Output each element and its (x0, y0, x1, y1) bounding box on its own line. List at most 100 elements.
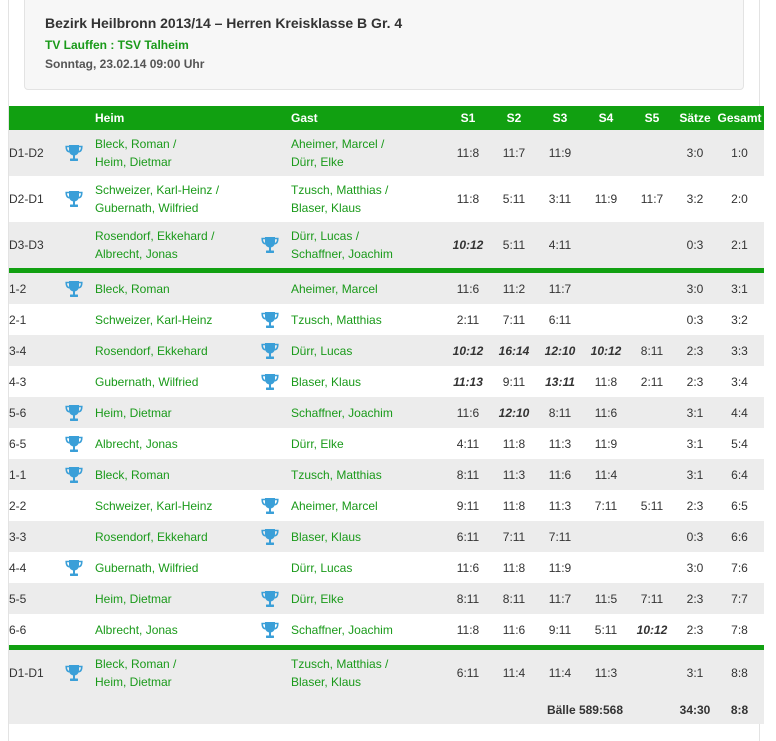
set-5-score (629, 304, 675, 335)
set-3-score: 9:11 (537, 614, 583, 645)
match-code: 4-4 (9, 552, 53, 583)
home-winner-cell (53, 335, 95, 366)
sets-result: 3:2 (675, 176, 715, 222)
guest-player-link[interactable]: Schaffner, Joachim (291, 405, 393, 420)
home-winner-cell (53, 428, 95, 459)
set-2-score: 11:2 (491, 273, 537, 304)
set-2-score: 9:11 (491, 366, 537, 397)
home-players: Heim, Dietmar (95, 397, 248, 428)
home-player-link[interactable]: Albrecht, Jonas (95, 436, 178, 451)
set-2-score: 11:7 (491, 130, 537, 176)
home-players: Rosendorf, Ekkehard (95, 335, 248, 366)
home-players: Heim, Dietmar (95, 583, 248, 614)
set-2-score: 5:11 (491, 176, 537, 222)
guest-player-link[interactable]: Blaser, Klaus (291, 374, 362, 389)
guest-player-link[interactable]: Dürr, Elke (291, 591, 344, 606)
set-4-score: 11:9 (583, 176, 629, 222)
guest-player-link[interactable]: Tzusch, Matthias / (291, 183, 389, 197)
home-player-link[interactable]: Bleck, Roman / (95, 137, 177, 151)
guest-player-link[interactable]: Blaser, Klaus (291, 529, 362, 544)
match-code: 1-2 (9, 273, 53, 304)
set-2-score: 11:8 (491, 428, 537, 459)
match-row: D2-D1 Schweizer, Karl-Heinz / Gubernath, W… (9, 176, 764, 222)
overall-score: 8:8 (715, 650, 764, 696)
balls-total: Bälle 589:568 (445, 696, 629, 724)
col-saetze: Sätze (675, 106, 715, 130)
guest-player-link[interactable]: Dürr, Lucas (291, 560, 353, 575)
set-4-score (583, 521, 629, 552)
home-player-link[interactable]: Schweizer, Karl-Heinz (95, 498, 213, 513)
set-5-score (629, 222, 675, 268)
guest-player-link[interactable]: Blaser, Klaus (291, 675, 362, 689)
set-1-score: 6:11 (445, 650, 491, 696)
sets-result: 2:3 (675, 614, 715, 645)
sets-result: 3:0 (675, 552, 715, 583)
set-1-score: 11:6 (445, 273, 491, 304)
overall-score: 4:4 (715, 397, 764, 428)
home-player-link[interactable]: Bleck, Roman / (95, 657, 177, 671)
set-5-score (629, 273, 675, 304)
home-player-link[interactable]: Gubernath, Wilfried (95, 374, 199, 389)
sets-result: 3:1 (675, 397, 715, 428)
set-5-score: 8:11 (629, 335, 675, 366)
guest-winner-cell (248, 521, 291, 552)
match-teams[interactable]: TV Lauffen : TSV Talheim (45, 38, 189, 52)
set-3-score: 11:9 (537, 130, 583, 176)
home-player-link[interactable]: Heim, Dietmar (95, 155, 172, 169)
overall-score: 7:7 (715, 583, 764, 614)
home-player-link[interactable]: Rosendorf, Ekkehard / (95, 229, 215, 243)
guest-player-link[interactable]: Blaser, Klaus (291, 201, 362, 215)
set-1-score: 11:8 (445, 176, 491, 222)
trophy-icon (260, 237, 280, 253)
home-player-link[interactable]: Schweizer, Karl-Heinz / (95, 183, 220, 197)
home-player-link[interactable]: Rosendorf, Ekkehard (95, 343, 208, 358)
home-player-link[interactable]: Gubernath, Wilfried (95, 560, 199, 575)
home-player-link[interactable]: Bleck, Roman (95, 467, 170, 482)
home-player-link[interactable]: Albrecht, Jonas (95, 247, 178, 261)
home-player-link[interactable]: Gubernath, Wilfried (95, 201, 199, 215)
trophy-icon (64, 404, 84, 421)
guest-player-link[interactable]: Aheimer, Marcel (291, 281, 378, 296)
home-player-link[interactable]: Heim, Dietmar (95, 591, 172, 606)
guest-player-link[interactable]: Aheimer, Marcel (291, 498, 378, 513)
home-player-link[interactable]: Heim, Dietmar (95, 405, 172, 420)
set-5-score: 10:12 (629, 614, 675, 645)
guest-players: Dürr, Lucas / Schaffner, Joachim (291, 222, 445, 268)
overall-score: 2:1 (715, 222, 764, 268)
guest-player-link[interactable]: Schaffner, Joachim (291, 247, 393, 261)
guest-player-link[interactable]: Dürr, Lucas (291, 343, 353, 358)
home-player-link[interactable]: Albrecht, Jonas (95, 622, 178, 637)
guest-player-link[interactable]: Dürr, Elke (291, 155, 344, 169)
set-2-score: 8:11 (491, 583, 537, 614)
guest-players: Dürr, Lucas (291, 552, 445, 583)
home-player-link[interactable]: Bleck, Roman (95, 281, 170, 296)
guest-winner-cell (248, 397, 291, 428)
guest-player-link[interactable]: Tzusch, Matthias / (291, 657, 389, 671)
set-5-score: 2:11 (629, 366, 675, 397)
set-1-score: 11:6 (445, 397, 491, 428)
set-4-score (583, 552, 629, 583)
guest-player-link[interactable]: Schaffner, Joachim (291, 622, 393, 637)
home-player-link[interactable]: Heim, Dietmar (95, 675, 172, 689)
guest-player-link[interactable]: Tzusch, Matthias (291, 312, 382, 327)
match-row: 4-3 Gubernath, Wilfried Blaser, Klaus 11:13… (9, 366, 764, 397)
set-1-score: 11:8 (445, 614, 491, 645)
guest-player-link[interactable]: Dürr, Lucas / (291, 229, 360, 243)
set-1-score: 10:12 (445, 222, 491, 268)
home-player-link[interactable]: Rosendorf, Ekkehard (95, 529, 208, 544)
guest-player-link[interactable]: Aheimer, Marcel / (291, 137, 385, 151)
home-winner-cell (53, 650, 95, 696)
set-1-score: 8:11 (445, 459, 491, 490)
home-player-link[interactable]: Schweizer, Karl-Heinz (95, 312, 213, 327)
sets-result: 3:0 (675, 130, 715, 176)
guest-winner-cell (248, 650, 291, 696)
guest-player-link[interactable]: Tzusch, Matthias (291, 467, 382, 482)
overall-score: 3:1 (715, 273, 764, 304)
guest-player-link[interactable]: Dürr, Elke (291, 436, 344, 451)
home-players: Bleck, Roman / Heim, Dietmar (95, 130, 248, 176)
home-winner-cell (53, 130, 95, 176)
set-2-score: 7:11 (491, 521, 537, 552)
overall-score: 7:8 (715, 614, 764, 645)
home-players: Gubernath, Wilfried (95, 366, 248, 397)
home-winner-cell (53, 614, 95, 645)
